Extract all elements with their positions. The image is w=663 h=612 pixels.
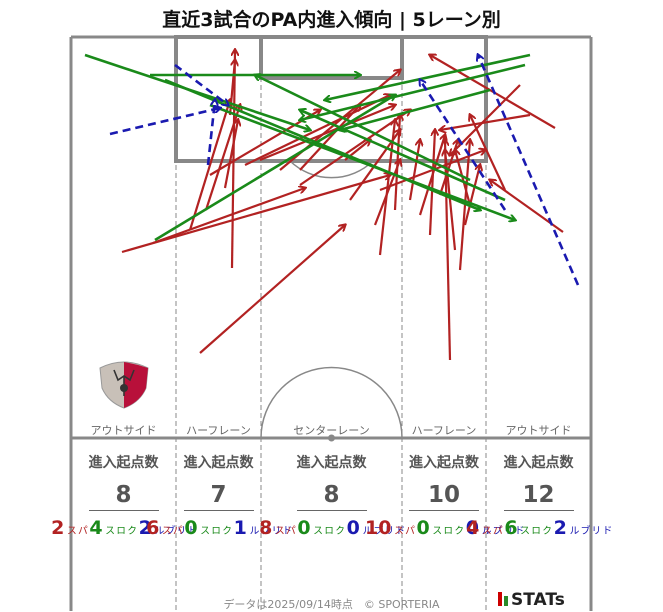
lane-stats-half-right: 進入起点数 10 10 パス 0 クロス 0 ドリブル — [365, 452, 523, 539]
dribble-arrow — [478, 55, 580, 286]
lane-label-half-right: ハーフレーン — [411, 424, 477, 437]
dribble-label: ドリブル — [478, 525, 523, 535]
cross-arrow — [300, 110, 506, 202]
pass-arrow — [408, 140, 420, 201]
pass-arrow — [470, 115, 506, 191]
dribble-label: ドリブル — [359, 525, 404, 535]
pass-label: パス — [64, 525, 87, 535]
dribble-count: 2 — [138, 517, 152, 539]
cross-arrow — [154, 95, 395, 242]
stat-total: 12 — [522, 482, 555, 508]
stat-heading: 進入起点数 — [88, 455, 159, 471]
pass-count: 4 — [466, 517, 480, 539]
team-crest-icon — [99, 361, 149, 409]
lane-stats-center: 進入起点数 8 8 パス 0 クロス 0 ドリブル — [259, 452, 404, 539]
pass-arrow — [463, 165, 480, 226]
pass-arrow — [244, 95, 390, 166]
pass-arrow — [373, 160, 400, 226]
cross-label: クロス — [310, 525, 344, 535]
pass-arrow — [121, 175, 390, 254]
stat-total: 8 — [323, 482, 340, 508]
pass-arrow — [299, 105, 360, 171]
cross-arrow — [255, 75, 471, 182]
dribble-count: 0 — [346, 517, 360, 539]
stat-total: 10 — [427, 482, 460, 508]
lane-label-outside-left: アウトサイド — [90, 424, 157, 437]
brand-text: STATs — [511, 590, 565, 610]
pass-arrow — [259, 105, 395, 162]
lane-label-outside-right: アウトサイド — [505, 424, 572, 437]
pitch-lines — [69, 35, 593, 611]
dribble-arrow — [206, 100, 215, 166]
pass-arrow — [379, 150, 485, 192]
pass-label: パス — [391, 525, 414, 535]
lane-label-half-left: ハーフレーン — [186, 424, 251, 437]
stat-heading: 進入起点数 — [296, 455, 367, 471]
lane-label-center: センターレーン — [293, 424, 370, 437]
cross-label: クロス — [517, 525, 551, 535]
dribble-count: 2 — [553, 517, 567, 539]
dribble-label: ドリブル — [566, 525, 611, 535]
pass-arrow — [223, 120, 238, 189]
cross-arrow — [209, 103, 515, 220]
stat-total: 7 — [210, 482, 227, 508]
pass-arrow — [418, 135, 445, 216]
lane-stats-outside-left: 進入起点数 8 2 パス 4 クロス 2 ドリブル — [51, 452, 196, 539]
pass-label: パス — [479, 525, 502, 535]
dribble-arrow — [174, 63, 228, 105]
brand-logo: STATs — [498, 590, 565, 610]
pass-arrow — [152, 188, 305, 245]
cross-label: クロス — [429, 525, 463, 535]
dribble-label: ドリブル — [246, 525, 291, 535]
cross-arrow — [340, 88, 491, 130]
pass-arrow — [199, 225, 345, 354]
pass-arrow — [230, 50, 235, 269]
cross-count: 0 — [184, 517, 198, 539]
pass-count: 8 — [259, 517, 273, 539]
dribble-label: ドリブル — [151, 525, 196, 535]
footer-credit: データは2025/09/14時点 © SPORTERIA — [223, 598, 440, 611]
cross-arrow — [325, 53, 531, 100]
cross-arrow — [300, 63, 526, 120]
cross-count: 0 — [416, 517, 430, 539]
cross-count: 0 — [297, 517, 311, 539]
pass-arrow — [445, 150, 457, 251]
lane-stats-outside-right: 進入起点数 12 4 パス 6 クロス 2 ドリブル — [466, 452, 611, 539]
dribble-count: 0 — [465, 517, 479, 539]
lane-stats-half-left: 進入起点数 7 6 パス 0 クロス 1 ドリブル — [146, 452, 291, 539]
stat-heading: 進入起点数 — [183, 455, 254, 471]
stat-heading: 進入起点数 — [503, 455, 574, 471]
cross-label: クロス — [197, 525, 231, 535]
dribble-arrow — [109, 108, 220, 136]
pass-arrow — [428, 130, 435, 236]
pass-count: 2 — [51, 517, 65, 539]
pass-arrow — [440, 113, 531, 130]
pass-label: パス — [272, 525, 295, 535]
arrow-layer — [84, 50, 580, 361]
cross-count: 6 — [504, 517, 518, 539]
pass-arrow — [188, 100, 230, 231]
cross-label: クロス — [102, 525, 136, 535]
dribble-count: 1 — [233, 517, 247, 539]
cross-count: 4 — [89, 517, 103, 539]
pass-count: 10 — [365, 517, 392, 539]
stat-heading: 進入起点数 — [409, 455, 479, 471]
stat-total: 8 — [115, 482, 132, 508]
pass-label: パス — [159, 525, 182, 535]
pass-count: 6 — [146, 517, 160, 539]
chart-title: 直近3試合のPA内進入傾向 | 5レーン別 — [162, 9, 501, 31]
